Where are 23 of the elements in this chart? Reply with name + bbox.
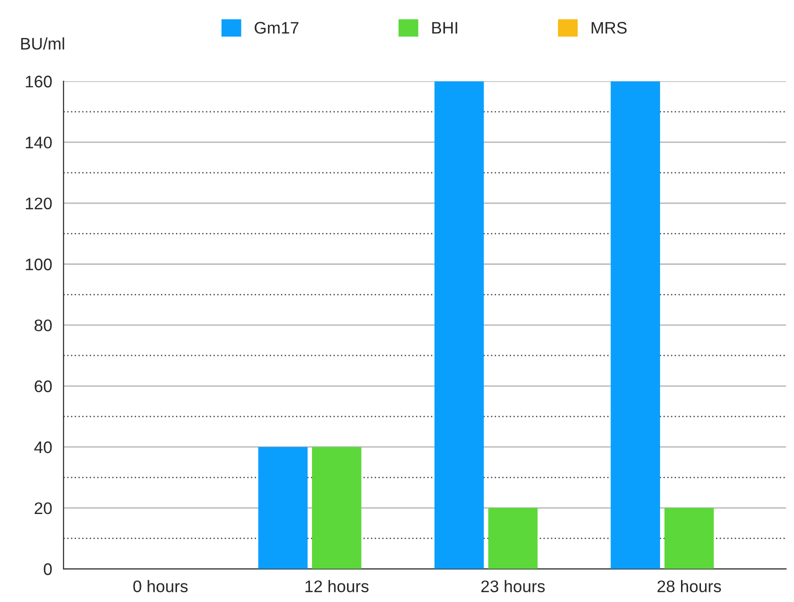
legend-label: Gm17 — [254, 22, 298, 34]
y-tick-label: 80 — [34, 319, 52, 332]
x-tick-label: 12 hours — [306, 580, 369, 592]
y-tick-label: 0 — [44, 563, 52, 576]
legend-label: MRS — [592, 22, 627, 34]
y-tick-label: 60 — [34, 380, 52, 392]
bar — [434, 81, 484, 569]
bar — [488, 508, 538, 569]
y-tick-label: 160 — [26, 76, 52, 88]
x-tick-label: 23 hours — [481, 580, 545, 592]
y-tick-label: 100 — [26, 258, 52, 270]
y-tick-label: 120 — [26, 198, 52, 210]
bar — [258, 446, 308, 569]
bar — [312, 446, 362, 569]
y-tick-label: 20 — [34, 502, 52, 514]
y-tick-label: 140 — [26, 136, 52, 148]
bar — [664, 508, 714, 569]
bar — [610, 81, 660, 569]
y-axis-title: BU/ml — [21, 37, 64, 50]
x-tick-label: 0 hours — [133, 580, 188, 592]
legend-label: BHI — [432, 22, 458, 34]
x-tick-label: 28 hours — [658, 580, 721, 592]
y-tick-label: 40 — [34, 441, 52, 454]
